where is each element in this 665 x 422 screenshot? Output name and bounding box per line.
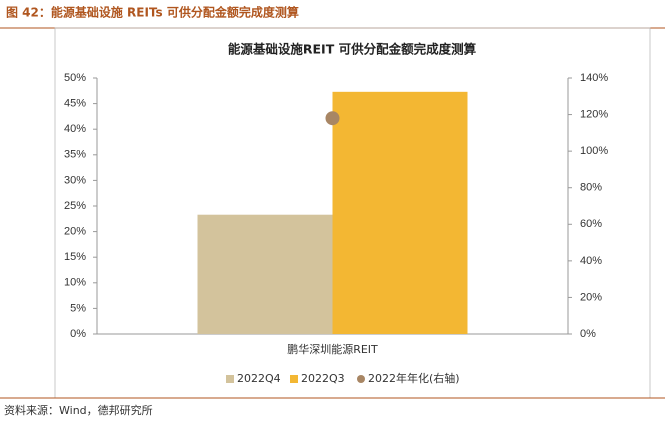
y-tick-label: 45%	[64, 98, 86, 110]
y-tick-label: 10%	[64, 277, 86, 289]
y-tick-label: 15%	[64, 251, 86, 263]
y-tick-label: 30%	[64, 174, 86, 186]
chart-title: 能源基础设施REIT 可供分配金额完成度测算	[228, 42, 477, 57]
y-tick-label: 50%	[64, 72, 86, 84]
y2-tick-label: 40%	[580, 255, 602, 267]
bar	[332, 91, 468, 334]
y2-tick-label: 60%	[580, 218, 602, 230]
legend-label: 2022Q4	[237, 372, 281, 385]
dot	[325, 111, 340, 126]
y2-tick-label: 140%	[580, 72, 608, 84]
legend-marker	[226, 375, 234, 383]
y2-tick-label: 80%	[580, 182, 602, 194]
y2-tick-label: 20%	[580, 291, 602, 303]
y-tick-label: 0%	[70, 328, 86, 340]
y-tick-label: 20%	[64, 226, 86, 238]
legend-label: 2022年年化(右轴)	[368, 371, 460, 385]
legend-marker	[290, 375, 298, 383]
y2-tick-label: 120%	[580, 108, 608, 120]
x-tick-label: 鹏华深圳能源REIT	[287, 342, 378, 356]
bar	[197, 214, 333, 334]
figure-title: 图 42：能源基础设施 REITs 可供分配金额完成度测算	[6, 5, 299, 20]
y-tick-label: 35%	[64, 149, 86, 161]
y2-tick-label: 0%	[580, 328, 596, 340]
legend-marker	[357, 375, 365, 383]
source-note: 资料来源：Wind，德邦研究所	[4, 403, 153, 417]
y-tick-label: 5%	[70, 302, 86, 314]
legend-label: 2022Q3	[301, 372, 345, 385]
y-tick-label: 40%	[64, 123, 86, 135]
y2-tick-label: 100%	[580, 145, 608, 157]
y-tick-label: 25%	[64, 200, 86, 212]
